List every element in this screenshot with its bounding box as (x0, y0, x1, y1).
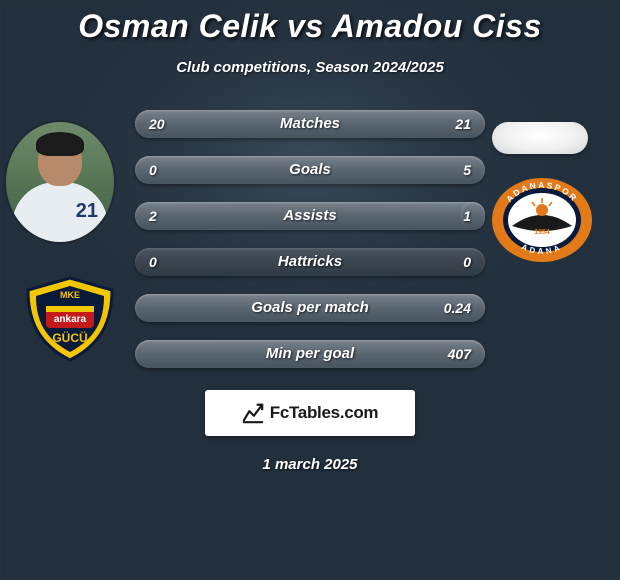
stat-label: Min per goal (135, 340, 485, 368)
date-text: 1 march 2025 (0, 456, 620, 473)
stat-row: Goals per match0.24 (135, 294, 485, 322)
page-title: Osman Celik vs Amadou Ciss (0, 0, 620, 45)
stat-value-right: 407 (448, 340, 471, 368)
stat-value-right: 21 (455, 110, 471, 138)
stat-label: Assists (135, 202, 485, 230)
chart-icon (242, 402, 264, 424)
stat-value-right: 1 (463, 202, 471, 230)
fctables-logo: FcTables.com (205, 390, 415, 436)
stat-label: Goals per match (135, 294, 485, 322)
stat-label: Goals (135, 156, 485, 184)
stat-value-left: 0 (149, 248, 157, 276)
stat-value-left: 20 (149, 110, 165, 138)
stat-value-right: 5 (463, 156, 471, 184)
subtitle: Club competitions, Season 2024/2025 (0, 59, 620, 76)
stat-bars-container: Matches2021Goals05Assists21Hattricks00Go… (135, 110, 485, 386)
stat-value-left: 0 (149, 156, 157, 184)
stat-row: Min per goal407 (135, 340, 485, 368)
stat-row: Hattricks0 0 (135, 248, 485, 276)
stat-row: Goals0 5 (135, 156, 485, 184)
stat-value-right: 0 (463, 248, 471, 276)
stat-value-left: 2 (149, 202, 157, 230)
fctables-logo-text: FcTables.com (270, 403, 379, 423)
stat-label: Hattricks (135, 248, 485, 276)
stat-row: Assists2 1 (135, 202, 485, 230)
stat-row: Matches20 21 (135, 110, 485, 138)
stat-value-right: 0.24 (444, 294, 471, 322)
stat-label: Matches (135, 110, 485, 138)
